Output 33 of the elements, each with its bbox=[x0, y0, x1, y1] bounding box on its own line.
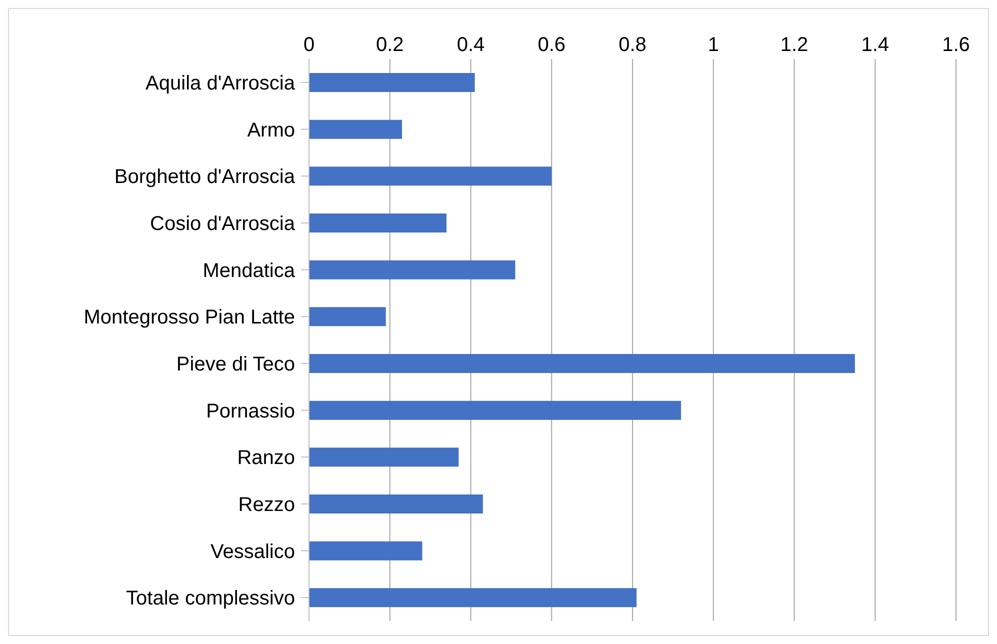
x-tick-label: 0 bbox=[303, 34, 315, 56]
bar bbox=[309, 214, 446, 232]
y-tick-label: Montegrosso Pian Latte bbox=[84, 306, 295, 329]
bar bbox=[309, 448, 459, 467]
y-tick-label: Cosio d'Arroscia bbox=[150, 213, 296, 236]
x-tick-label: 0.4 bbox=[456, 34, 485, 56]
bar bbox=[309, 307, 386, 326]
y-tick-label: Mendatica bbox=[202, 260, 296, 282]
y-tick-label: Rezzo bbox=[238, 494, 295, 516]
x-tick-label: 1.2 bbox=[780, 34, 808, 56]
y-tick-label: Armo bbox=[247, 119, 295, 142]
y-tick-label: Vessalico bbox=[210, 540, 295, 563]
bar bbox=[309, 166, 552, 186]
bar bbox=[309, 260, 516, 280]
bar bbox=[309, 588, 637, 608]
y-tick-label: Ranzo bbox=[237, 447, 295, 470]
bar bbox=[309, 400, 682, 420]
x-tick-label: 1.4 bbox=[861, 34, 890, 56]
y-tick-label: Pornassio bbox=[206, 400, 295, 422]
bar bbox=[309, 494, 483, 514]
x-tick-label: 0.6 bbox=[538, 34, 566, 56]
y-tick-label: Borghetto d'Arroscia bbox=[114, 166, 296, 188]
bar bbox=[309, 354, 855, 373]
x-tick-label: 1 bbox=[708, 34, 719, 56]
x-tick-label: 0.8 bbox=[618, 34, 646, 56]
bar bbox=[309, 73, 475, 92]
bar bbox=[309, 120, 402, 139]
y-tick-label: Totale complessivo bbox=[126, 588, 295, 610]
y-tick-label: Pieve di Teco bbox=[176, 354, 295, 376]
y-tick-label: Aquila d'Arroscia bbox=[146, 72, 296, 95]
bar bbox=[309, 541, 422, 560]
x-tick-label: 1.6 bbox=[942, 34, 970, 56]
x-tick-label: 0.2 bbox=[376, 34, 404, 56]
